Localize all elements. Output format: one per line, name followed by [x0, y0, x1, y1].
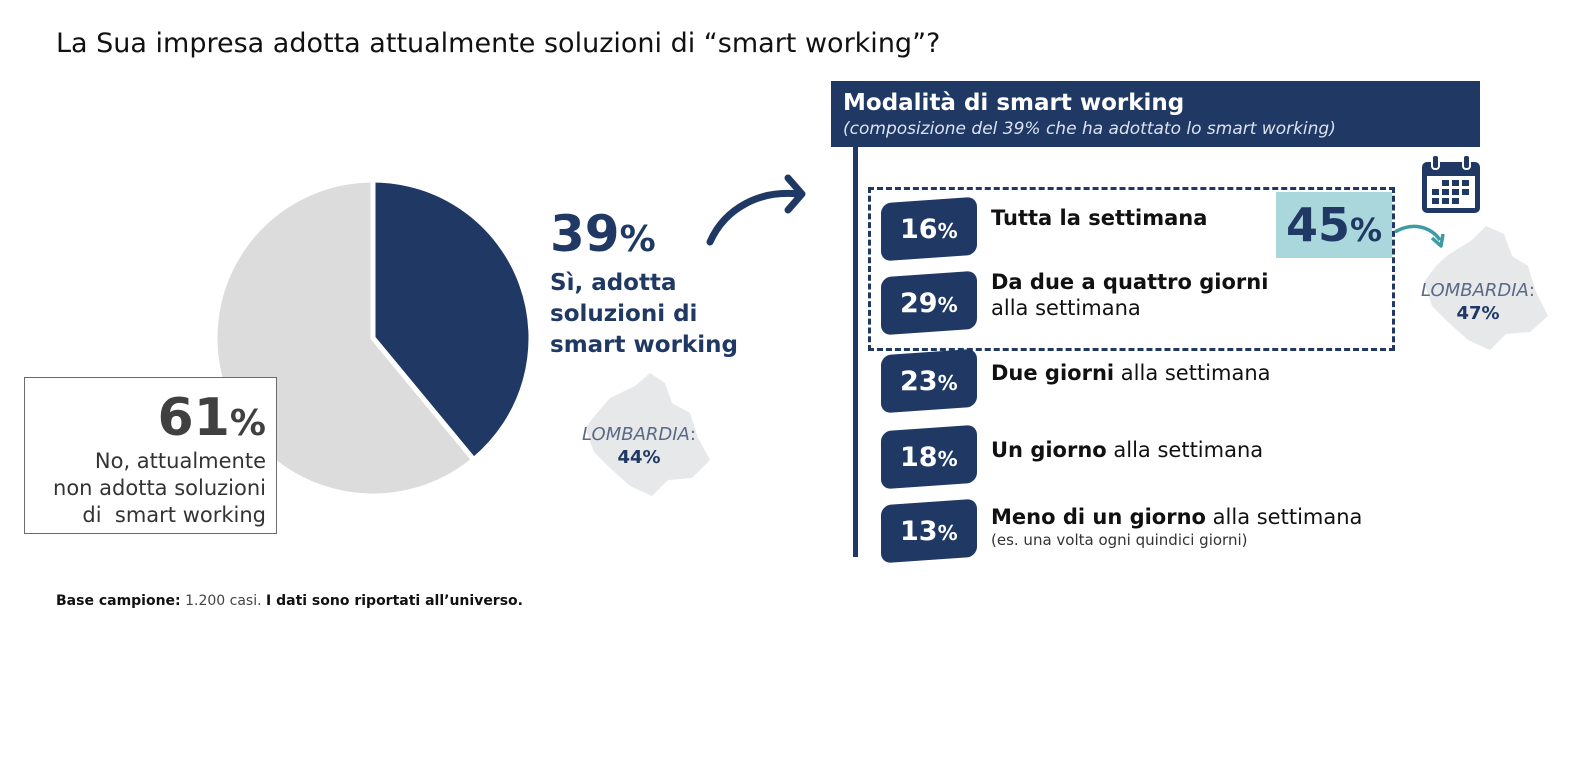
lombardia-panel-colon: :: [1528, 280, 1535, 301]
highlight-dashed-box: [868, 187, 1395, 351]
badge-number: 29: [900, 287, 938, 319]
row-label-rest: alla settimana: [1205, 505, 1363, 529]
row-label: Tutta la settimana: [991, 205, 1371, 231]
lombardia-pie-label: LOMBARDIA:: [574, 424, 704, 445]
highlight-total-box: 45%: [1276, 192, 1392, 258]
row-label-bold: Da due a quattro giorni: [991, 270, 1269, 294]
panel-title: Modalità di smart working: [843, 90, 1185, 116]
badge-number: 16: [900, 213, 938, 245]
footnote-label: Base campione:: [56, 593, 181, 609]
footnote: Base campione: 1.200 casi. I dati sono r…: [56, 593, 523, 609]
yes-label: Sì, adotta soluzioni di smart working: [550, 270, 738, 358]
yes-value: 39: [550, 205, 620, 263]
row-label-bold: Un giorno: [991, 438, 1107, 462]
arrow-small-icon: [1394, 224, 1445, 248]
row-label: Un giorno alla settimana: [991, 437, 1371, 463]
pie-slice-yes: [370, 177, 534, 464]
highlight-total-number: 45: [1285, 198, 1350, 252]
row-label-bold: Meno di un giorno: [991, 505, 1206, 529]
badge-unit: %: [937, 446, 958, 471]
footnote-note: I dati sono riportati all’universo.: [266, 593, 523, 609]
badge-value: 18%: [900, 442, 958, 473]
highlight-total-value: 45%: [1286, 198, 1382, 252]
lombardia-pie-colon: :: [689, 424, 696, 445]
badge-value: 23%: [900, 366, 958, 397]
badge-unit: %: [937, 218, 958, 243]
footnote-base: 1.200 casi.: [185, 593, 262, 609]
no-label: No, attualmente non adotta soluzioni di …: [26, 448, 266, 529]
badge-number: 23: [900, 365, 938, 397]
percentage-badge: 18%: [881, 424, 977, 490]
badge-unit: %: [937, 292, 958, 317]
lombardia-panel-label: LOMBARDIA:: [1410, 280, 1546, 301]
percentage-badge: 29%: [881, 270, 977, 336]
panel-vertical-line: [853, 147, 858, 557]
yes-percentage: 39%: [550, 205, 656, 263]
page-title: La Sua impresa adotta attualmente soluzi…: [56, 28, 941, 59]
percentage-badge: 23%: [881, 348, 977, 414]
row-label: Meno di un giorno alla settimana (es. una…: [991, 504, 1371, 550]
percentage-badge: 16%: [881, 196, 977, 262]
row-label-rest: alla settimana: [1114, 361, 1271, 385]
no-unit: %: [229, 403, 266, 444]
map-lombardia-icon: [585, 373, 710, 496]
row-label-rest: alla settimana: [991, 296, 1141, 320]
no-callout-box: 61% No, attualmente non adotta soluzioni…: [24, 377, 277, 534]
no-label-line: non adotta soluzioni: [53, 476, 266, 500]
badge-value: 13%: [900, 516, 958, 547]
pie-chart: [212, 177, 534, 499]
lombardia-pie-value: 44%: [617, 447, 661, 468]
highlight-total-unit: %: [1349, 211, 1383, 249]
badge-value: 16%: [900, 214, 958, 245]
map-lombardia-icon: [1424, 226, 1548, 350]
no-label-line: No, attualmente: [94, 449, 266, 473]
row-label-bold: Due giorni: [991, 361, 1115, 385]
badge-value: 29%: [900, 288, 958, 319]
arrow-curved-icon: [706, 174, 806, 246]
badge-number: 18: [900, 441, 938, 473]
lombardia-panel-name: LOMBARDIA: [1421, 280, 1529, 301]
row-note: (es. una volta ogni quindici giorni): [991, 531, 1248, 549]
calendar-icon: [1422, 154, 1480, 213]
row-label: Da due a quattro giorni alla settimana: [991, 269, 1301, 321]
percentage-badge: 13%: [881, 498, 977, 564]
row-label-bold: Tutta la settimana: [991, 206, 1208, 230]
no-percentage: 61%: [158, 388, 266, 448]
badge-unit: %: [937, 520, 958, 545]
no-label-line: di smart working: [82, 503, 266, 527]
yes-unit: %: [619, 219, 656, 260]
panel-header: Modalità di smart working (composizione …: [831, 81, 1480, 147]
badge-unit: %: [937, 370, 958, 395]
lombardia-pie-name: LOMBARDIA: [582, 424, 690, 445]
no-value: 61: [157, 388, 230, 448]
row-label-rest: alla settimana: [1106, 438, 1264, 462]
panel-subtitle: (composizione del 39% che ha adottato lo…: [843, 119, 1336, 139]
lombardia-panel-value: 47%: [1456, 303, 1500, 324]
row-label: Due giorni alla settimana: [991, 360, 1371, 386]
badge-number: 13: [900, 515, 938, 547]
